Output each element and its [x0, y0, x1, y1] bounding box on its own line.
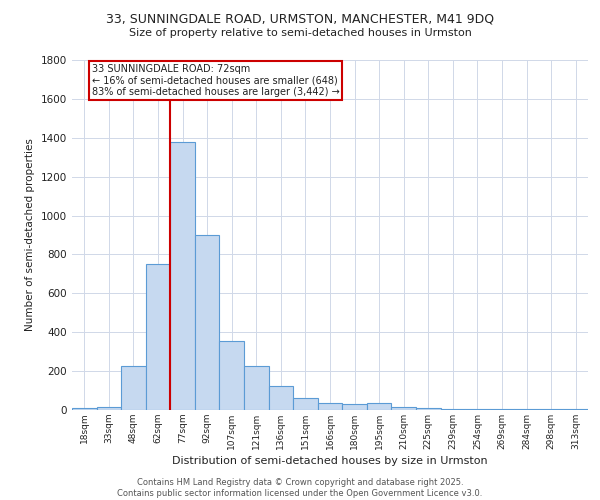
X-axis label: Distribution of semi-detached houses by size in Urmston: Distribution of semi-detached houses by … [172, 456, 488, 466]
Bar [342, 404, 367, 410]
Bar [539, 409, 563, 410]
Text: Contains HM Land Registry data © Crown copyright and database right 2025.
Contai: Contains HM Land Registry data © Crown c… [118, 478, 482, 498]
Bar [514, 409, 539, 410]
Bar [465, 409, 490, 410]
Text: 33 SUNNINGDALE ROAD: 72sqm
← 16% of semi-detached houses are smaller (648)
83% o: 33 SUNNINGDALE ROAD: 72sqm ← 16% of semi… [92, 64, 340, 96]
Bar [170, 142, 195, 410]
Bar [121, 366, 146, 410]
Text: Size of property relative to semi-detached houses in Urmston: Size of property relative to semi-detach… [128, 28, 472, 38]
Bar [195, 235, 220, 410]
Bar [244, 366, 269, 410]
Bar [490, 409, 514, 410]
Bar [440, 409, 465, 410]
Bar [220, 341, 244, 410]
Y-axis label: Number of semi-detached properties: Number of semi-detached properties [25, 138, 35, 332]
Text: 33, SUNNINGDALE ROAD, URMSTON, MANCHESTER, M41 9DQ: 33, SUNNINGDALE ROAD, URMSTON, MANCHESTE… [106, 12, 494, 26]
Bar [72, 408, 97, 410]
Bar [146, 264, 170, 410]
Bar [416, 408, 440, 410]
Bar [318, 403, 342, 410]
Bar [97, 406, 121, 410]
Bar [293, 398, 318, 410]
Bar [269, 386, 293, 410]
Bar [563, 409, 588, 410]
Bar [391, 406, 416, 410]
Bar [367, 403, 391, 410]
